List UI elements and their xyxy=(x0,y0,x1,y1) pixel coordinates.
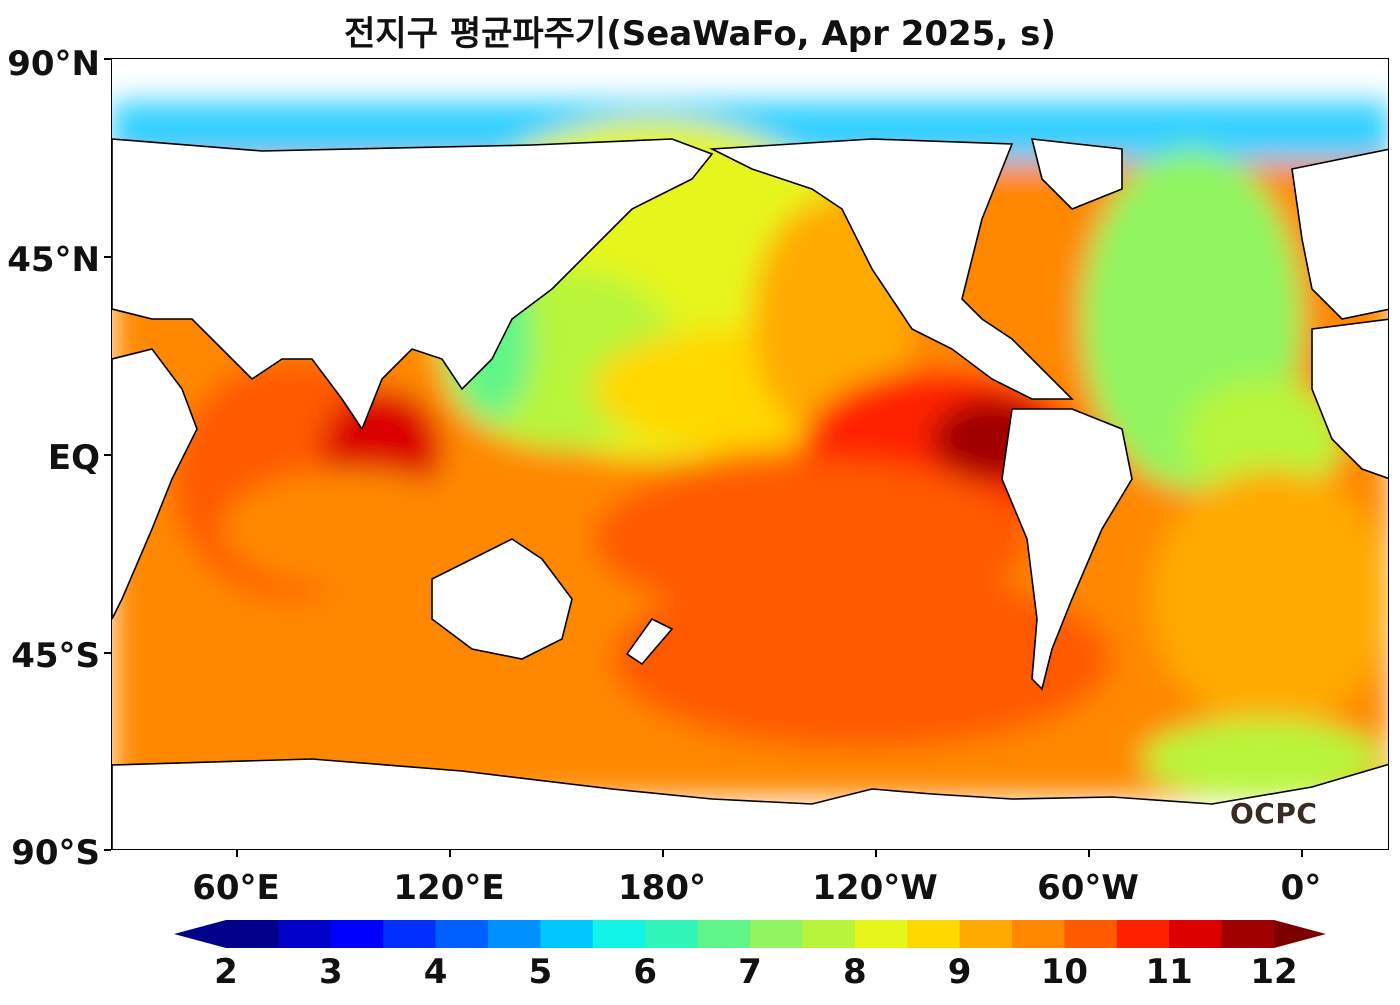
lat-label-eq: EQ xyxy=(47,438,100,478)
colorbar-min-extend xyxy=(174,920,226,948)
wave-period-map xyxy=(112,101,1388,849)
lon-label-180: 180° xyxy=(618,868,706,908)
colorbar-label: 7 xyxy=(738,952,762,992)
colorbar-segment xyxy=(907,920,961,948)
colorbar-segment xyxy=(383,920,437,948)
ocean-field xyxy=(112,101,1388,799)
colorbar-max-extend xyxy=(1274,920,1326,948)
colorbar-label: 6 xyxy=(633,952,658,992)
colorbar-segment xyxy=(802,920,856,948)
lon-tick xyxy=(1088,850,1090,857)
colorbar-segment xyxy=(1221,920,1275,948)
colorbar-label: 8 xyxy=(842,952,867,992)
lon-tick xyxy=(1301,850,1303,857)
lat-label-45s: 45°S xyxy=(11,636,100,676)
colorbar-label: 2 xyxy=(214,952,238,992)
lon-tick xyxy=(449,850,451,857)
page-title: 전지구 평균파주기(SeaWaFo, Apr 2025, s) xyxy=(344,14,1056,54)
colorbar-segment xyxy=(750,920,803,948)
colorbar-segment xyxy=(226,920,279,948)
lon-tick xyxy=(662,850,664,857)
colorbar-label: 9 xyxy=(947,952,972,992)
colorbar-segment xyxy=(488,920,541,948)
colorbar xyxy=(174,920,1326,948)
continents xyxy=(112,138,1388,849)
lat-label-90s: 90°S xyxy=(11,833,100,873)
colorbar-label: 10 xyxy=(1040,952,1089,992)
colorbar-segment xyxy=(278,920,332,948)
colorbar-segment xyxy=(540,920,594,948)
lat-tick xyxy=(104,256,111,258)
lon-tick xyxy=(236,850,238,857)
lat-tick xyxy=(104,652,111,654)
colorbar-label: 3 xyxy=(318,952,343,992)
lat-label-45n: 45°N xyxy=(7,240,100,280)
colorbar-segment xyxy=(1012,920,1065,948)
colorbar-segment xyxy=(959,920,1013,948)
colorbar-segment xyxy=(1169,920,1223,948)
lat-tick xyxy=(104,454,111,456)
colorbar-segment xyxy=(435,920,489,948)
colorbar-segment xyxy=(330,920,384,948)
colorbar-segment xyxy=(592,920,646,948)
map-panel xyxy=(111,58,1389,850)
lon-label-60w: 60°W xyxy=(1037,868,1139,908)
colorbar-segment xyxy=(854,920,908,948)
colorbar-label: 12 xyxy=(1250,952,1298,992)
lat-label-90n: 90°N xyxy=(7,44,100,84)
lon-label-60e: 60°E xyxy=(192,868,280,908)
lon-label-120e: 120°E xyxy=(393,868,505,908)
colorbar-label: 5 xyxy=(528,952,553,992)
lon-label-120w: 120°W xyxy=(812,868,938,908)
lat-tick xyxy=(104,58,111,60)
colorbar-segment xyxy=(697,920,751,948)
colorbar-segment xyxy=(1116,920,1170,948)
ocpc-logo: OCPC xyxy=(1230,797,1318,830)
lat-tick xyxy=(104,849,111,851)
lon-label-0: 0° xyxy=(1280,868,1322,908)
lon-tick xyxy=(875,850,877,857)
colorbar-label: 11 xyxy=(1145,952,1193,992)
colorbar-segment xyxy=(1064,920,1118,948)
colorbar-segment xyxy=(645,920,699,948)
colorbar-label: 4 xyxy=(423,952,448,992)
